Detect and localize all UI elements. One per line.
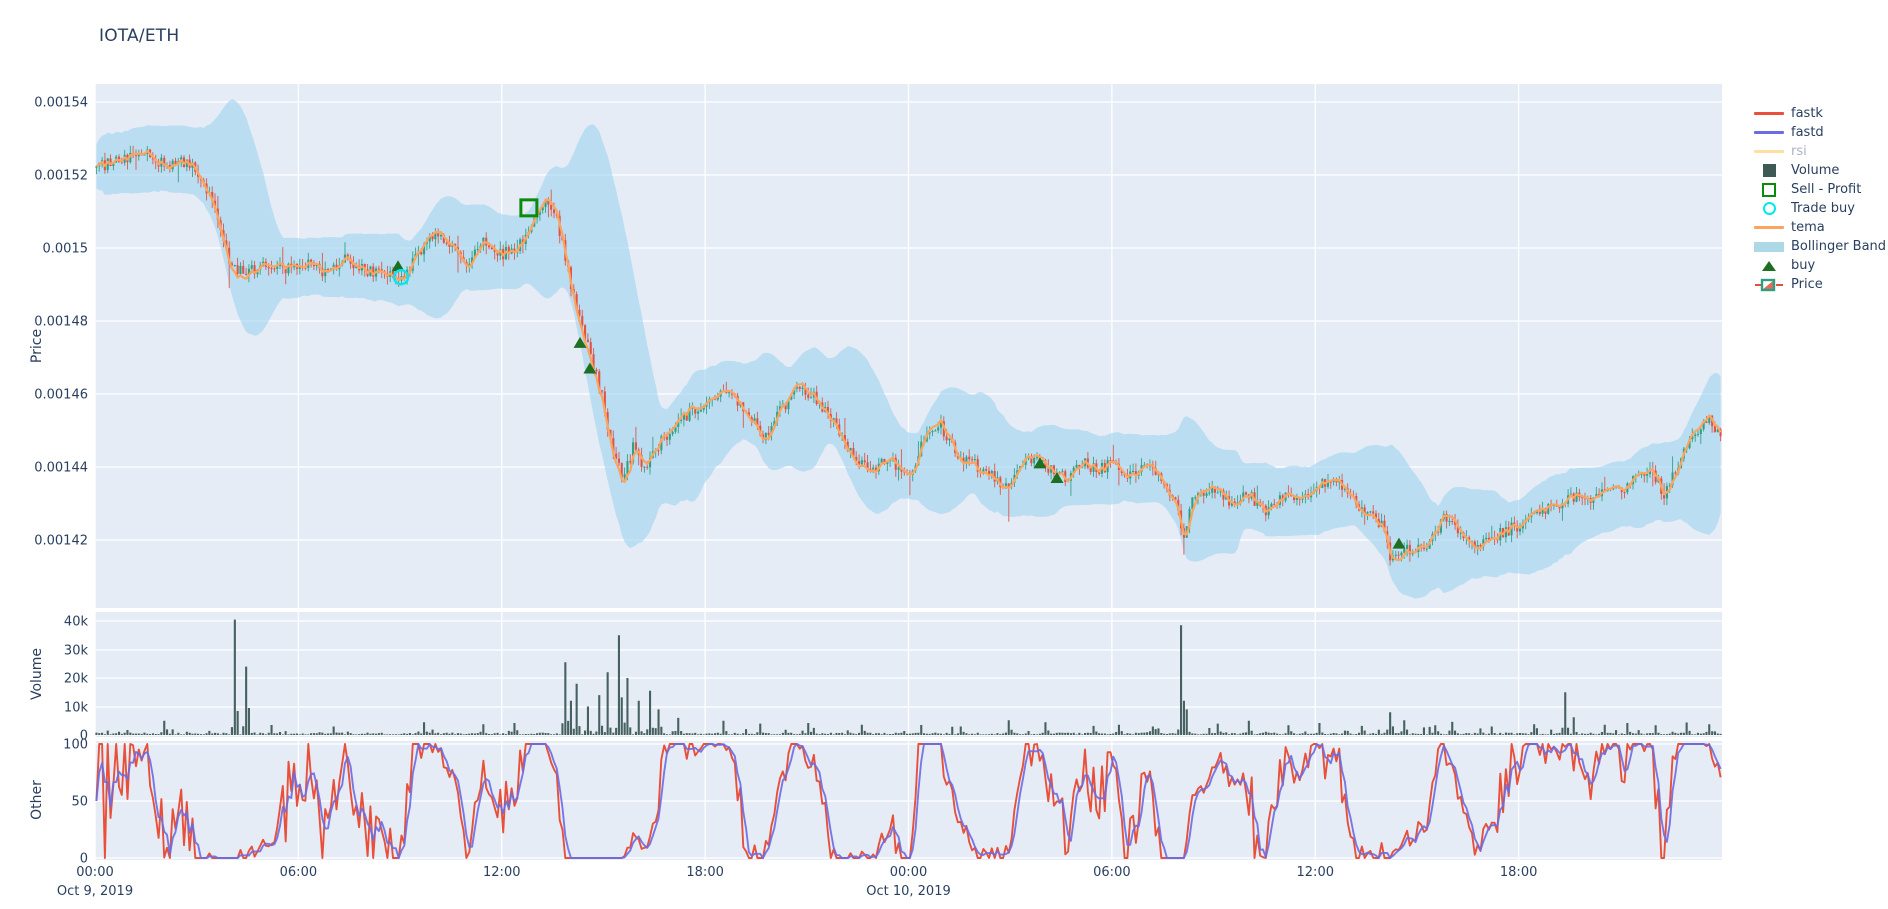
buy-marker[interactable] — [391, 260, 405, 272]
price-panel — [95, 99, 1722, 599]
price-swatch-icon — [1752, 277, 1786, 293]
bollinger-band-area — [96, 99, 1721, 599]
bollinger-swatch-icon — [1752, 241, 1786, 252]
legend-item-buy[interactable]: buy — [1752, 256, 1886, 275]
trade-buy-marker[interactable] — [392, 269, 410, 286]
other-tick-label: 0 — [80, 852, 88, 867]
x-tick-label: 18:00 — [1500, 865, 1537, 880]
legend-label: Trade buy — [1791, 201, 1855, 216]
legend-label: Bollinger Band — [1791, 239, 1887, 254]
legend-item-bollinger[interactable]: Bollinger Band — [1752, 237, 1886, 256]
legend-item-rsi[interactable]: rsi — [1752, 142, 1886, 161]
legend-item-trade-buy[interactable]: Trade buy — [1752, 199, 1886, 218]
other-tick-label: 100 — [63, 738, 88, 753]
other-axis-title: Other — [29, 780, 45, 820]
chart-title: IOTA/ETH — [99, 26, 180, 46]
legend-item-fastd[interactable]: fastd — [1752, 123, 1886, 142]
buy-marker[interactable] — [1392, 537, 1406, 549]
x-tick-label: 12:00 — [1297, 865, 1334, 880]
rsi-swatch-icon — [1752, 150, 1786, 153]
price-tick-label: 0.0015 — [43, 242, 89, 257]
price-tick-label: 0.00152 — [34, 169, 88, 184]
legend-item-tema[interactable]: tema — [1752, 218, 1886, 237]
price-tick-label: 0.00144 — [34, 461, 88, 476]
legend-item-sell-profit[interactable]: Sell - Profit — [1752, 180, 1886, 199]
legend-item-fastk[interactable]: fastk — [1752, 104, 1886, 123]
volume-tick-label: 20k — [64, 672, 89, 687]
legend-label: Price — [1791, 277, 1823, 292]
volume-tick-label: 10k — [64, 701, 89, 716]
buy-marker[interactable] — [1033, 457, 1047, 469]
buy-swatch-icon — [1752, 260, 1786, 271]
x-date-label: Oct 9, 2019 — [57, 884, 133, 899]
buy-marker[interactable] — [573, 336, 587, 348]
price-tick-label: 0.00146 — [34, 388, 88, 403]
sell-profit-swatch-icon — [1752, 182, 1786, 197]
fastk-swatch-icon — [1752, 112, 1786, 115]
price-tick-label: 0.00148 — [34, 315, 88, 330]
legend-label: Volume — [1791, 163, 1840, 178]
buy-marker[interactable] — [1050, 471, 1064, 483]
legend: fastk fastd rsi Volume Sell - Profit Trade bu… — [1752, 104, 1886, 294]
tema-line — [95, 150, 1722, 562]
x-tick-label: 00:00 — [890, 865, 927, 880]
other-panel — [95, 743, 1722, 859]
volume-swatch-icon — [1752, 164, 1786, 177]
x-date-label: Oct 10, 2019 — [866, 884, 951, 899]
legend-label: buy — [1791, 258, 1816, 273]
legend-label: tema — [1791, 220, 1825, 235]
fastd-line — [95, 743, 1722, 859]
price-tick-label: 0.00142 — [34, 534, 88, 549]
x-tick-label: 18:00 — [686, 865, 723, 880]
x-tick-label: 00:00 — [76, 865, 113, 880]
volume-axis-title: Volume — [29, 647, 45, 701]
price-tick-label: 0.00154 — [34, 96, 88, 111]
volume-tick-label: 30k — [64, 644, 89, 659]
legend-label: fastd — [1791, 125, 1824, 140]
legend-item-volume[interactable]: Volume — [1752, 161, 1886, 180]
fastd-swatch-icon — [1752, 131, 1786, 134]
x-tick-label: 06:00 — [1093, 865, 1130, 880]
legend-item-price[interactable]: Price — [1752, 275, 1886, 294]
price-axis-title: Price — [29, 328, 45, 364]
other-tick-label: 50 — [71, 795, 88, 810]
x-tick-label: 12:00 — [483, 865, 520, 880]
legend-label: rsi — [1791, 144, 1807, 159]
trade-buy-swatch-icon — [1752, 202, 1786, 215]
volume-tick-label: 40k — [64, 615, 89, 630]
legend-label: Sell - Profit — [1791, 182, 1862, 197]
x-tick-label: 06:00 — [280, 865, 317, 880]
tema-swatch-icon — [1752, 226, 1786, 229]
buy-marker[interactable] — [583, 362, 597, 374]
volume-tick-label: 0 — [80, 729, 88, 744]
legend-label: fastk — [1791, 106, 1823, 121]
sell-profit-marker[interactable] — [519, 198, 539, 218]
